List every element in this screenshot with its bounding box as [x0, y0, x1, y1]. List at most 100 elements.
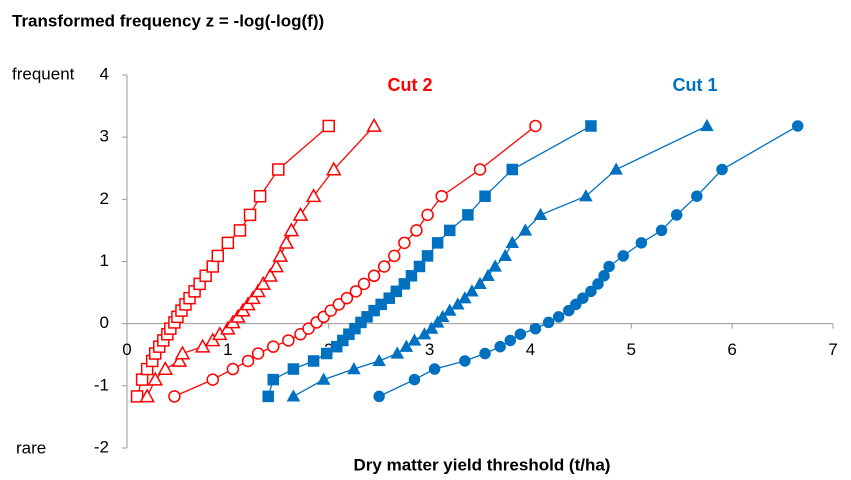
marker [451, 297, 465, 310]
marker [278, 234, 295, 249]
marker [479, 190, 491, 202]
y-top-label: frequent [12, 64, 75, 83]
marker [716, 163, 728, 176]
marker [332, 298, 346, 311]
marker [585, 285, 597, 298]
marker [529, 119, 542, 133]
marker [603, 260, 615, 273]
marker [282, 334, 295, 347]
marker [262, 267, 278, 282]
marker [340, 291, 354, 305]
x-tick-label: 1 [223, 340, 232, 359]
marker [388, 249, 401, 263]
marker [481, 268, 495, 281]
marker [617, 250, 629, 262]
marker [147, 371, 164, 386]
x-tick-label: 6 [727, 340, 736, 359]
series-line [293, 125, 708, 397]
marker [533, 207, 548, 221]
marker [206, 260, 219, 273]
marker [488, 259, 502, 272]
marker [458, 291, 472, 304]
marker [139, 388, 155, 403]
y-tick-label: 3 [100, 127, 109, 146]
marker [241, 354, 255, 368]
marker [250, 283, 266, 298]
y-tick-label: 0 [100, 313, 109, 332]
x-tick-label: 5 [627, 340, 636, 359]
marker [168, 390, 181, 403]
marker [135, 373, 149, 386]
marker [577, 292, 589, 304]
marker [506, 163, 519, 176]
x-tick-label: 3 [425, 340, 434, 359]
marker [272, 247, 289, 262]
marker [443, 224, 456, 237]
x-axis-label: Dry matter yield threshold (t/ha) [354, 455, 611, 474]
annotation: Cut 2 [388, 75, 433, 95]
marker [171, 352, 188, 367]
y-tick-label: 4 [100, 64, 109, 83]
marker [473, 276, 487, 290]
marker [373, 390, 385, 403]
x-tick-label: 0 [122, 340, 131, 359]
marker [399, 339, 414, 352]
marker [266, 340, 280, 353]
marker [405, 270, 418, 282]
marker [670, 209, 683, 221]
marker [407, 333, 422, 346]
marker [570, 298, 582, 311]
marker [504, 334, 517, 347]
marker [368, 304, 380, 317]
x-tick-label: 4 [526, 340, 535, 359]
series-line [136, 125, 330, 397]
marker [157, 361, 174, 375]
marker [357, 277, 371, 291]
marker [518, 223, 533, 236]
marker [377, 260, 391, 273]
marker [337, 334, 349, 347]
marker [609, 162, 623, 175]
marker [325, 161, 342, 176]
marker [255, 275, 271, 290]
marker [479, 347, 491, 360]
marker [174, 345, 191, 360]
marker [498, 248, 512, 262]
marker [366, 117, 382, 132]
marker [529, 322, 542, 335]
marker [367, 269, 381, 283]
marker [372, 353, 386, 367]
marker [206, 373, 219, 386]
marker [268, 258, 285, 273]
marker [199, 269, 212, 283]
marker [305, 188, 322, 203]
marker [307, 355, 320, 367]
marker [700, 118, 714, 132]
marker [251, 347, 265, 360]
marker [287, 363, 300, 375]
marker [598, 270, 610, 282]
marker [408, 373, 421, 386]
marker [375, 298, 387, 311]
marker [302, 322, 315, 335]
marker [361, 311, 373, 323]
y-tick-label: -2 [94, 437, 109, 456]
marker [349, 322, 361, 335]
y-tick-label: 1 [100, 251, 109, 270]
marker [283, 222, 300, 237]
marker [221, 236, 235, 250]
marker [390, 285, 403, 298]
marker [494, 340, 506, 353]
marker [473, 163, 487, 176]
marker [292, 206, 309, 221]
marker [514, 328, 527, 340]
marker [413, 260, 426, 273]
marker [383, 292, 395, 304]
marker [552, 311, 565, 323]
marker [421, 250, 434, 262]
marker [635, 237, 648, 249]
annotation: Cut 1 [673, 75, 718, 95]
marker [459, 355, 471, 367]
x-tick-label: 7 [828, 340, 837, 359]
marker [398, 278, 411, 290]
